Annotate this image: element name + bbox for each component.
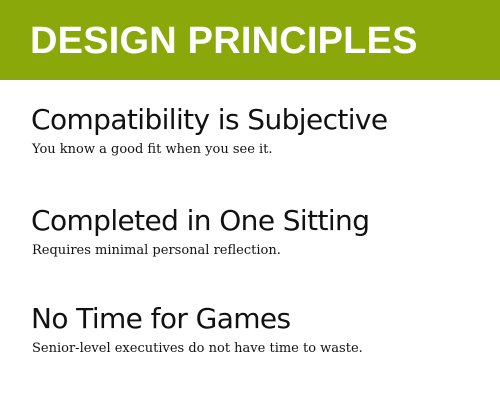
principle-description: Requires minimal personal reflection.	[32, 243, 281, 258]
principle-heading: Completed in One Sitting	[31, 204, 370, 237]
principle-item: No Time for Games Senior-level executive…	[31, 302, 491, 357]
principle-item: Compatibility is Subjective You know a g…	[31, 103, 491, 158]
principle-description: Senior-level executives do not have time…	[32, 341, 363, 356]
principle-description: You know a good fit when you see it.	[32, 142, 273, 157]
title-banner: DESIGN PRINCIPLES	[0, 0, 500, 80]
principle-item: Completed in One Sitting Requires minima…	[31, 204, 491, 259]
principle-heading: No Time for Games	[31, 302, 291, 335]
principle-heading: Compatibility is Subjective	[31, 103, 388, 136]
banner-title: DESIGN PRINCIPLES	[30, 20, 418, 62]
